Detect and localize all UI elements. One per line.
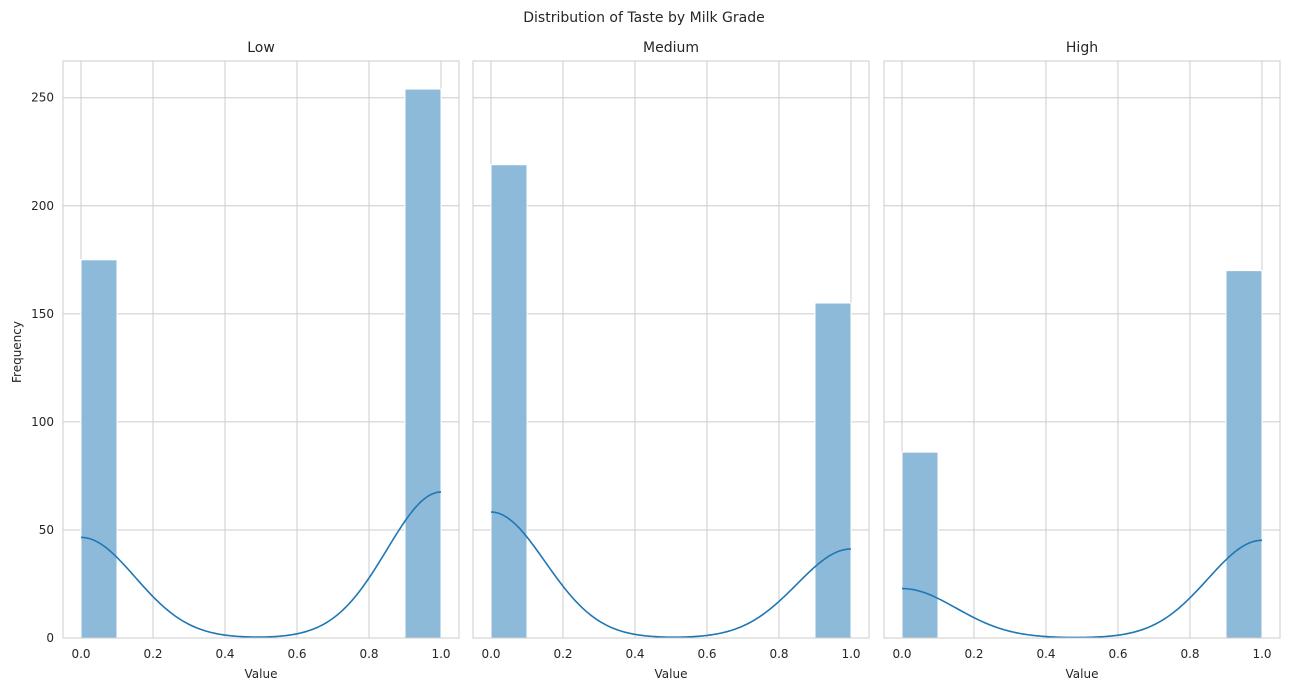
y-axis-label: Frequency xyxy=(10,321,24,383)
x-tick-label: 0.4 xyxy=(1036,647,1055,661)
x-tick-label: 0.6 xyxy=(1108,647,1127,661)
axes-frame xyxy=(883,60,1281,639)
x-tick-label: 0.2 xyxy=(964,647,983,661)
histogram-bar xyxy=(80,259,118,639)
kde-curve xyxy=(901,539,1263,639)
x-tick-label: 0.8 xyxy=(769,647,788,661)
figure-title: Distribution of Taste by Milk Grade xyxy=(523,10,764,26)
x-tick-label: 0.6 xyxy=(697,647,716,661)
x-tick-label: 0.4 xyxy=(625,647,644,661)
axes-frame xyxy=(62,60,460,639)
histogram-bar xyxy=(404,88,442,639)
subplot-title: High xyxy=(1066,40,1098,56)
histogram-bar xyxy=(1225,270,1263,639)
kde-curve xyxy=(490,511,852,638)
subplot-title: Low xyxy=(247,40,275,56)
y-tick-label: 150 xyxy=(31,307,54,321)
x-tick-label: 0.2 xyxy=(143,647,162,661)
x-axis-label: Value xyxy=(1066,667,1099,681)
x-tick-label: 0.0 xyxy=(481,647,500,661)
x-tick-label: 0.8 xyxy=(1180,647,1199,661)
subplot-title: Medium xyxy=(643,40,699,56)
subplot-medium: 0.0 0.2 0.4 0.6 0.8 1.0 Medium Value xyxy=(472,40,870,681)
y-tick-label: 100 xyxy=(31,415,54,429)
y-tick-label: 0 xyxy=(46,631,54,645)
x-tick-label: 0.2 xyxy=(553,647,572,661)
histogram-bar xyxy=(490,164,528,639)
histogram-bar xyxy=(814,302,852,639)
x-tick-label: 0.4 xyxy=(215,647,234,661)
subplot-low: 0.0 0.2 0.4 0.6 0.8 1.0 0 50 100 150 200 250 Low Valu… xyxy=(31,40,460,681)
kde-curve xyxy=(80,491,442,638)
x-tick-label: 0.8 xyxy=(359,647,378,661)
x-axis-label: Value xyxy=(655,667,688,681)
y-tick-label: 250 xyxy=(31,91,54,105)
x-axis-label: Value xyxy=(245,667,278,681)
x-tick-label: 0.0 xyxy=(892,647,911,661)
x-tick-label: 1.0 xyxy=(431,647,450,661)
subplot-high: 0.0 0.2 0.4 0.6 0.8 1.0 High Value xyxy=(883,40,1281,681)
subplots: 0.0 0.2 0.4 0.6 0.8 1.0 0 50 100 150 200 250 Low Valu… xyxy=(31,40,1281,681)
x-tick-label: 1.0 xyxy=(1252,647,1271,661)
axes-frame xyxy=(472,60,870,639)
x-tick-label: 0.0 xyxy=(71,647,90,661)
histogram-bar xyxy=(901,451,939,639)
x-tick-label: 0.6 xyxy=(287,647,306,661)
x-tick-label: 1.0 xyxy=(841,647,860,661)
y-tick-label: 200 xyxy=(31,199,54,213)
y-tick-label: 50 xyxy=(39,523,54,537)
